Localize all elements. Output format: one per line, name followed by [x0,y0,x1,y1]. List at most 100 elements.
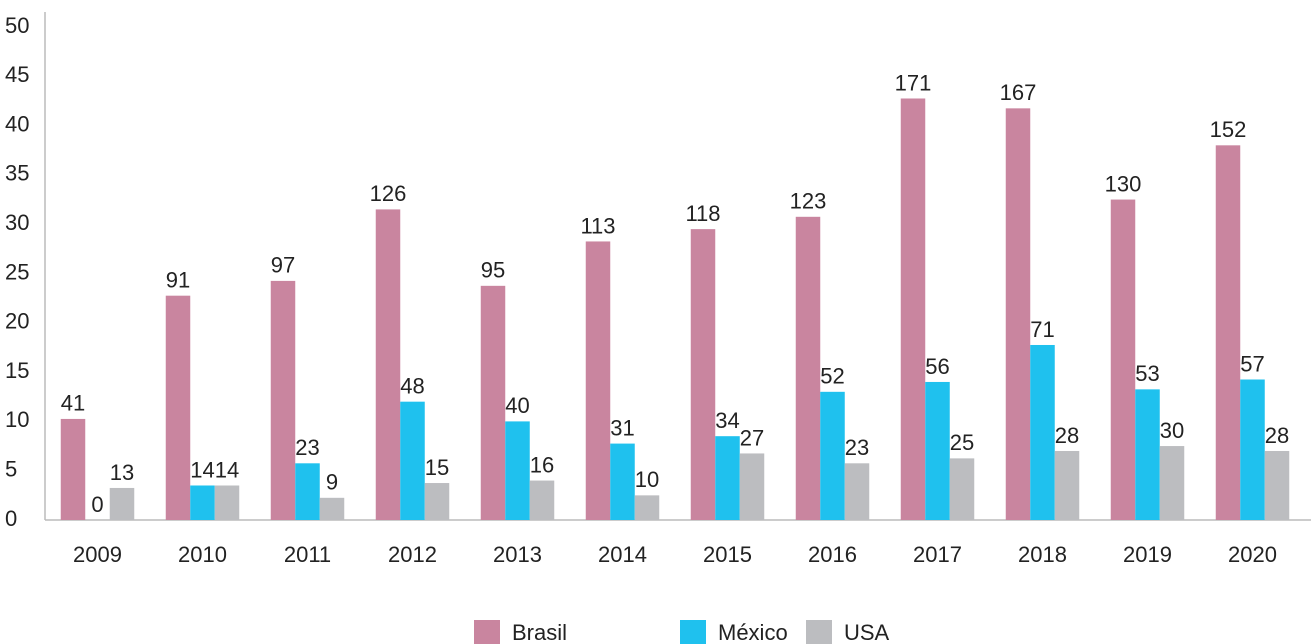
bar [375,209,401,520]
data-label: 53 [1135,361,1159,386]
bar [1159,446,1185,520]
data-label: 126 [370,181,407,206]
data-label: 28 [1055,423,1079,448]
data-label: 10 [635,467,659,492]
data-label: 95 [481,258,505,283]
y-tick-label: 25 [5,259,29,284]
y-tick-label: 10 [5,407,29,432]
x-tick-label: 2014 [598,542,647,567]
bar [480,285,506,520]
data-label: 123 [790,189,827,214]
data-label: 28 [1265,423,1289,448]
bar [820,391,845,520]
data-label: 97 [271,253,295,278]
legend-label: Brasil [512,620,567,644]
data-label: 14 [215,457,239,482]
data-label: 40 [505,393,529,418]
x-tick-label: 2013 [493,542,542,567]
data-label: 48 [400,373,424,398]
bar [844,463,870,520]
bar [900,98,926,521]
data-label: 31 [610,415,634,440]
x-tick-label: 2009 [73,542,122,567]
data-label: 0 [91,492,103,517]
data-label: 14 [190,457,214,482]
x-tick-label: 2012 [388,542,437,567]
x-tick-label: 2010 [178,542,227,567]
data-label: 171 [895,70,932,95]
y-tick-label: 30 [5,210,29,235]
y-tick-label: 0 [5,506,17,531]
data-label: 23 [845,435,869,460]
bar [1240,379,1265,520]
bar [1005,108,1031,520]
bar [949,458,975,520]
bar [1135,389,1160,520]
bar [424,483,450,520]
x-tick-label: 2015 [703,542,752,567]
bar [634,495,660,520]
bar [270,280,296,520]
x-tick-label: 2011 [284,542,331,567]
bar [1264,450,1290,520]
data-label: 113 [580,213,615,238]
legend-swatch [680,620,706,644]
bar [165,295,191,520]
bar [505,421,530,520]
data-label: 25 [950,430,974,455]
bar [190,485,215,520]
data-label: 167 [1000,80,1037,105]
bar [1054,450,1080,520]
bar [60,418,86,520]
data-label: 15 [425,455,449,480]
data-label: 27 [740,425,764,450]
bar [925,381,950,520]
y-tick-label: 50 [5,13,29,38]
bar [529,480,555,520]
y-tick-label: 5 [5,457,17,482]
data-label: 34 [715,408,739,433]
legend-swatch [806,620,832,644]
bar [1215,145,1241,520]
bar [319,497,345,520]
data-label: 23 [295,435,319,460]
bar [795,216,821,520]
bar [1110,199,1136,521]
data-label: 57 [1240,351,1264,376]
legend-label: USA [844,620,890,644]
data-label: 71 [1030,317,1054,342]
legend-swatch [474,620,500,644]
bar [1030,344,1055,520]
x-tick-label: 2017 [913,542,962,567]
bar [690,229,716,520]
data-label: 118 [685,201,720,226]
bar [214,485,240,520]
data-label: 152 [1210,117,1247,142]
y-tick-label: 20 [5,309,29,334]
bar [610,443,635,520]
bar [585,241,611,520]
x-tick-label: 2018 [1018,542,1067,567]
x-tick-label: 2020 [1228,542,1277,567]
y-tick-label: 15 [5,358,29,383]
y-tick-label: 45 [5,62,29,87]
bar [295,463,320,520]
data-label: 130 [1105,171,1142,196]
data-label: 56 [925,354,949,379]
data-label: 30 [1160,418,1184,443]
legend-label: México [718,620,788,644]
data-label: 16 [530,452,554,477]
data-label: 9 [326,470,338,495]
data-label: 41 [61,391,85,416]
y-tick-label: 35 [5,161,29,186]
bar [739,453,765,520]
x-tick-label: 2016 [808,542,857,567]
y-tick-label: 40 [5,111,29,136]
bar [109,487,135,520]
bar [400,401,425,520]
bar [715,436,740,520]
x-tick-label: 2019 [1123,542,1172,567]
data-label: 13 [110,460,134,485]
data-label: 52 [820,364,844,389]
